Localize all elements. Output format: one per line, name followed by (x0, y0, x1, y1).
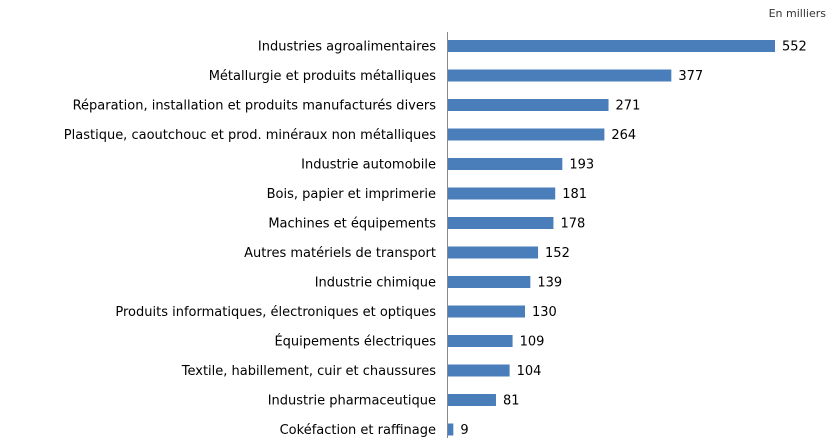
data-label: 9 (460, 423, 468, 438)
bar (448, 246, 539, 259)
chart-subtitle: En milliers (769, 7, 827, 20)
bar (448, 187, 556, 200)
category-label: Réparation, installation et produits man… (73, 99, 437, 114)
data-label: 139 (537, 276, 562, 291)
data-label: 104 (517, 364, 542, 379)
category-label: Produits informatiques, électroniques et… (115, 305, 436, 320)
bar (448, 276, 531, 288)
bar (448, 364, 510, 377)
category-label: Industrie automobile (301, 158, 436, 173)
data-label: 109 (520, 335, 545, 350)
category-label: Plastique, caoutchouc et prod. minéraux … (64, 128, 436, 143)
category-label: Industrie chimique (315, 276, 436, 291)
category-label: Machines et équipements (268, 217, 436, 232)
data-label: 271 (616, 99, 641, 114)
data-label: 81 (503, 394, 520, 409)
bar (448, 394, 496, 406)
data-label: 552 (782, 40, 807, 55)
bar (448, 423, 454, 436)
bar (448, 158, 563, 170)
data-label: 193 (569, 158, 594, 173)
bar (448, 305, 526, 318)
category-label: Industrie pharmaceutique (268, 394, 436, 409)
bar (448, 40, 775, 52)
data-label: 178 (560, 217, 585, 232)
category-label: Industries agroalimentaires (258, 40, 436, 55)
bar (448, 217, 554, 229)
bar (448, 99, 609, 111)
bar (448, 69, 672, 82)
data-label: 181 (562, 187, 587, 202)
bar (448, 335, 513, 347)
category-label: Cokéfaction et raffinage (280, 423, 436, 438)
bar (448, 128, 605, 141)
category-label: Équipements électriques (274, 334, 436, 350)
data-label: 377 (678, 69, 703, 84)
category-label: Textile, habillement, cuir et chaussures (181, 364, 436, 379)
category-label: Bois, papier et imprimerie (267, 187, 436, 202)
data-label: 152 (545, 246, 570, 261)
category-label: Autres matériels de transport (244, 246, 436, 261)
data-label: 130 (532, 305, 557, 320)
data-label: 264 (611, 128, 636, 143)
category-label: Métallurgie et produits métalliques (209, 69, 436, 84)
